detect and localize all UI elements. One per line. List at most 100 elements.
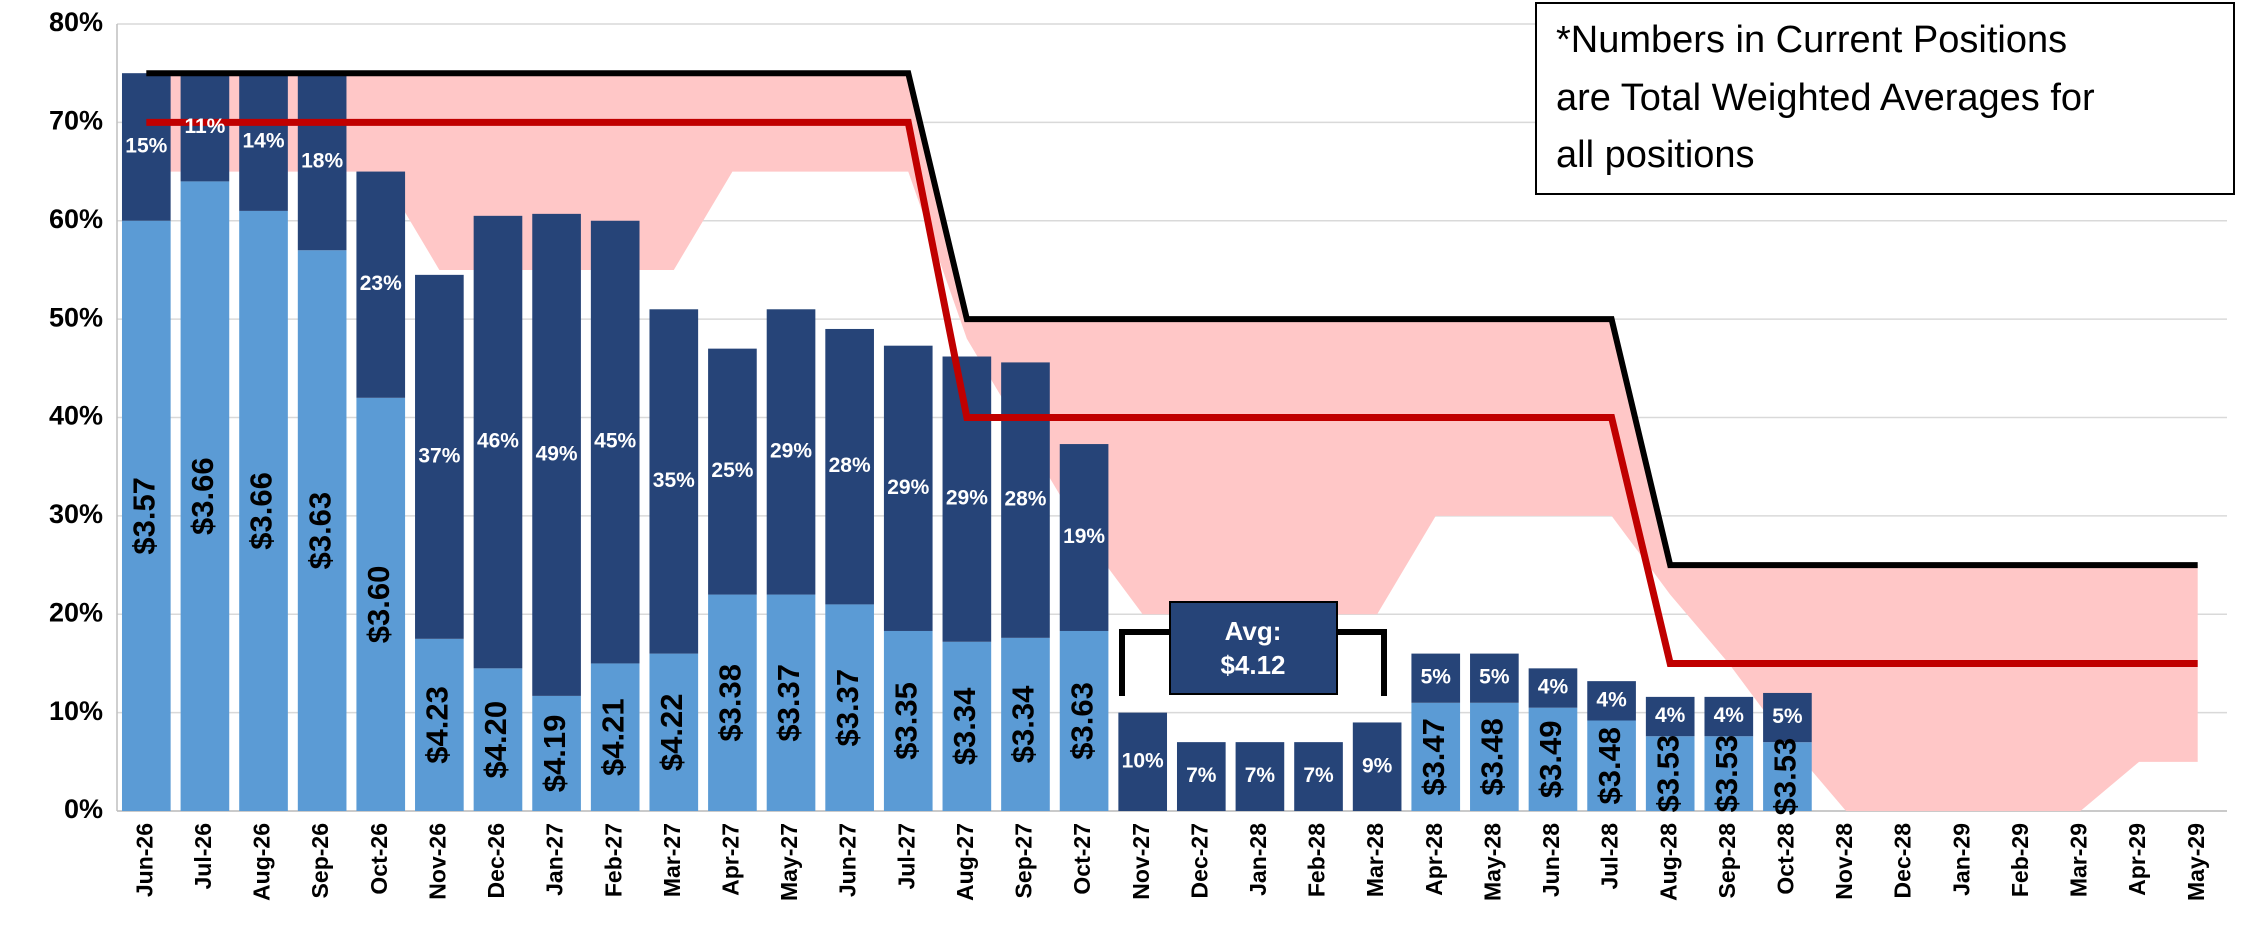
- bar-segment: [1001, 637, 1050, 811]
- value-label: 7%: [1245, 764, 1276, 787]
- bar-segment: [708, 594, 757, 811]
- bar-segment: [883, 630, 933, 811]
- x-tick-label: Jun-27: [835, 823, 861, 897]
- x-tick-label: Dec-28: [1890, 823, 1916, 899]
- y-tick-label: 30%: [49, 499, 103, 529]
- y-tick-label: 20%: [49, 597, 103, 627]
- price-label: $3.37: [771, 664, 806, 742]
- price-label: $3.66: [185, 457, 220, 535]
- value-label: 35%: [653, 469, 695, 492]
- bar-segment: [121, 220, 171, 811]
- x-tick-label: Aug-27: [952, 823, 978, 901]
- x-tick-label: Feb-29: [2007, 823, 2033, 897]
- note-line: are Total Weighted Averages for: [1556, 77, 2095, 119]
- bar-segment: [1411, 653, 1461, 703]
- price-label: $4.19: [537, 715, 572, 793]
- x-tick-label: Oct-28: [1772, 823, 1798, 895]
- x-tick-label: Nov-26: [424, 823, 450, 900]
- bar-segment: [590, 663, 640, 811]
- price-label: $3.63: [1064, 682, 1099, 760]
- x-tick-label: Aug-26: [249, 823, 275, 901]
- limit-line: [146, 70, 2198, 569]
- price-label: $4.22: [654, 694, 689, 772]
- bar-segment: [1059, 444, 1109, 631]
- price-label: $3.53: [1768, 738, 1803, 816]
- value-label: 4%: [1655, 704, 1686, 727]
- value-label: 29%: [770, 439, 812, 462]
- value-label: 14%: [243, 130, 285, 153]
- bar-segment: [1059, 630, 1109, 811]
- x-tick-label: Sep-28: [1714, 823, 1740, 899]
- price-label: $3.48: [1592, 727, 1627, 805]
- value-label: 4%: [1538, 676, 1569, 699]
- y-tick-label: 80%: [49, 7, 103, 37]
- price-label: $3.49: [1533, 721, 1568, 799]
- note-frame: [1535, 2, 2235, 195]
- x-tick-label: Nov-27: [1128, 823, 1154, 900]
- bar-segment: [532, 213, 581, 696]
- bar-segment: [121, 73, 171, 221]
- price-label: $3.37: [830, 669, 865, 747]
- x-tick-label: Oct-26: [366, 823, 392, 895]
- bar-segment: [1470, 702, 1519, 811]
- avg-box: [1169, 601, 1338, 695]
- avg-callout: Avg: $4.12: [1119, 601, 1387, 696]
- x-tick-label: Apr-29: [2124, 823, 2150, 896]
- value-label: 29%: [887, 476, 929, 499]
- bar-segment: [1001, 362, 1050, 638]
- bar-segment: [708, 348, 757, 595]
- x-tick-label: Dec-27: [1186, 823, 1212, 898]
- bar-segment: [415, 638, 464, 811]
- value-label: 10%: [1122, 749, 1164, 772]
- value-label: 4%: [1596, 688, 1627, 711]
- y-tick-label: 10%: [49, 696, 103, 726]
- bar-segment: [1411, 702, 1461, 811]
- x-tick-label: Jul-27: [893, 823, 919, 889]
- x-tick-label: Jun-28: [1538, 823, 1564, 897]
- x-tick-label: Mar-28: [1362, 823, 1388, 897]
- x-tick-label: Jan-29: [1948, 823, 1974, 896]
- note-box: *Numbers in Current Positions are Total …: [1535, 2, 2235, 195]
- bar-segment: [590, 220, 640, 664]
- price-label: $3.53: [1650, 735, 1685, 813]
- y-tick-label: 40%: [49, 401, 103, 431]
- price-label: $3.53: [1709, 735, 1744, 813]
- bar-segment: [1294, 742, 1343, 811]
- value-label: 7%: [1303, 764, 1334, 787]
- bar-segment: [297, 73, 347, 251]
- limit-line: [146, 118, 2198, 667]
- bar-segment: [1235, 742, 1285, 811]
- bar-segment: [1352, 722, 1402, 811]
- x-tick-label: Nov-28: [1831, 823, 1857, 900]
- note-line: all positions: [1556, 134, 1755, 176]
- value-label: 7%: [1186, 764, 1217, 787]
- bar-segment: [180, 73, 230, 182]
- target-band: [146, 73, 2198, 811]
- bar-segment: [1704, 696, 1754, 737]
- value-label: 11%: [184, 115, 225, 138]
- bar-segment: [942, 641, 992, 811]
- x-tick-label: Oct-27: [1069, 823, 1095, 895]
- price-label: $3.38: [713, 664, 748, 742]
- x-tick-label: Jul-28: [1597, 823, 1623, 890]
- bar-segment: [180, 181, 230, 811]
- value-label: 18%: [301, 149, 343, 172]
- bar-segment: [883, 345, 933, 631]
- avg-label: Avg:: [1225, 616, 1282, 646]
- y-tick-label: 50%: [49, 302, 103, 332]
- bar-segment: [766, 594, 816, 811]
- x-tick-label: May-27: [776, 823, 802, 901]
- value-label: 9%: [1362, 754, 1393, 777]
- value-label: 28%: [829, 454, 871, 477]
- price-label: $3.47: [1416, 718, 1451, 796]
- x-tick-label: Mar-27: [659, 823, 685, 897]
- value-label: 25%: [711, 459, 753, 482]
- x-tick-label: Feb-28: [1304, 823, 1330, 897]
- bar-segment: [1645, 736, 1695, 811]
- bar-segment: [649, 653, 699, 811]
- x-tick-label: May-28: [1479, 823, 1505, 901]
- value-label: 4%: [1714, 704, 1745, 727]
- bar-segment: [1645, 696, 1695, 737]
- value-label: 5%: [1772, 705, 1803, 728]
- bar-segment: [239, 73, 288, 211]
